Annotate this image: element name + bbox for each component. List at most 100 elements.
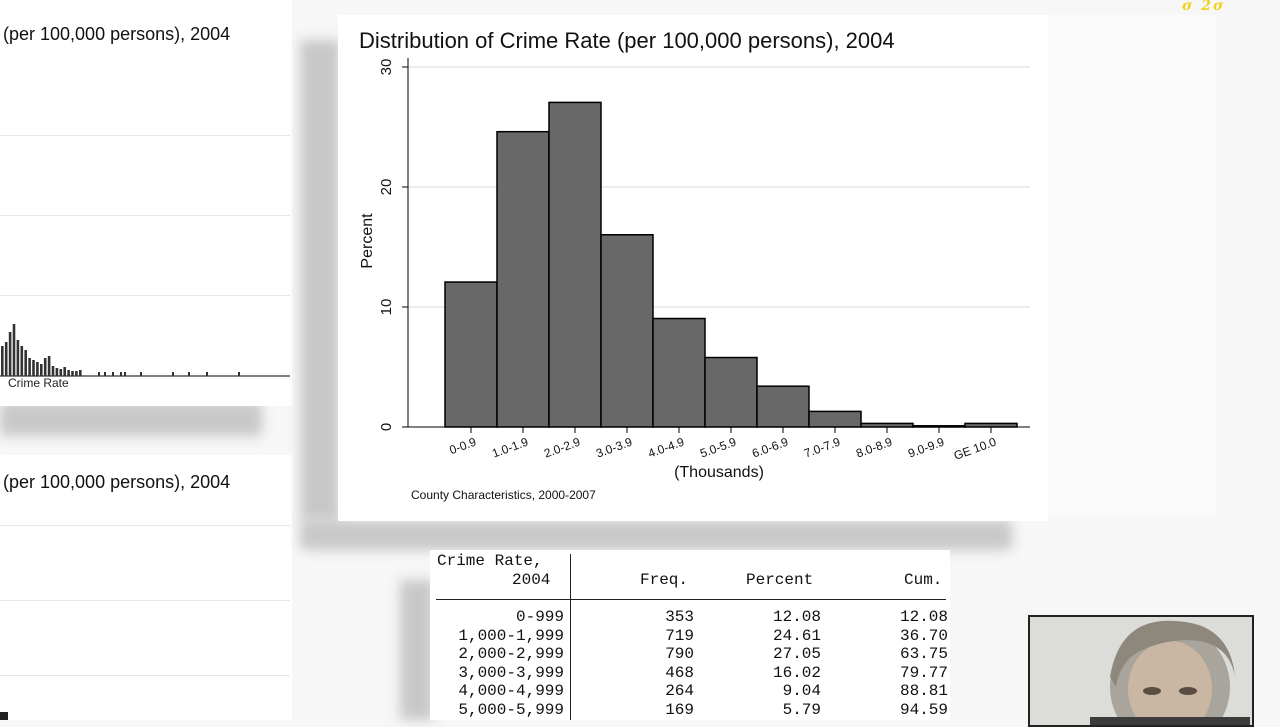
x-tick-label: 1.0-1.9: [490, 435, 530, 461]
table-cell-range: 4,000-4,999: [458, 682, 564, 701]
histogram-bar: [444, 281, 498, 428]
left-bottom-corner-mark: [0, 712, 8, 720]
table-cell-percent: 16.02: [772, 663, 821, 682]
histogram-bar: [756, 385, 810, 428]
table-cell-freq: 790: [665, 645, 694, 664]
table-cell-freq: 719: [665, 626, 694, 645]
mini-histogram-bar: [43, 358, 47, 376]
mini-histogram-bar: [238, 372, 240, 376]
y-tick-label: 30: [378, 59, 395, 76]
table-cell-percent: 12.08: [772, 608, 821, 626]
table-cell-cum: 88.81: [899, 682, 948, 701]
table-row: 0-999 353 12.08 12.08: [430, 608, 950, 627]
table-cell-freq: 264: [665, 682, 694, 701]
chart-note: County Characteristics, 2000-2007: [411, 488, 596, 502]
histogram-bar: [912, 425, 966, 428]
presenter-silhouette: [1030, 617, 1252, 725]
left-top-mini-histogram: [0, 324, 290, 377]
gridline: [0, 135, 290, 136]
x-tick-label: 3.0-3.9: [594, 435, 634, 461]
mini-histogram-bar: [36, 362, 39, 376]
table-cell-percent: 27.05: [772, 645, 821, 664]
table-cell-percent: 24.61: [772, 626, 821, 645]
histogram-bar: [496, 130, 550, 428]
x-tick-label: 7.0-7.9: [802, 435, 842, 461]
left-top-panel-xlabel: Crime Rate: [8, 376, 69, 390]
left-top-panel-title: (per 100,000 persons), 2004: [3, 24, 231, 44]
main-chart-shadow-bottom: [300, 520, 1012, 550]
mini-histogram-bar: [124, 372, 126, 376]
left-bottom-panel: (per 100,000 persons), 2004: [0, 455, 292, 720]
gridline: [0, 525, 290, 526]
x-tick-label: 8.0-8.9: [854, 435, 894, 461]
mini-histogram-bar: [12, 324, 16, 376]
mini-histogram-bar: [47, 356, 51, 376]
table-cell-range: 1,000-1,999: [458, 626, 564, 645]
table-header-label-line1: Crime Rate,: [437, 552, 543, 570]
main-chart-shadow-left: [300, 40, 340, 520]
y-tick-label: 0: [378, 423, 395, 431]
mini-histogram-bar: [104, 372, 106, 376]
table-cell-cum: 94.59: [899, 701, 948, 719]
table-row: 2,000-2,999 790 27.05 63.75: [430, 645, 950, 664]
x-tick-label: 9.0-9.9: [906, 435, 946, 461]
right-background-panel: [1046, 15, 1216, 515]
table-cell-freq: 468: [665, 663, 694, 682]
histogram-bar: [704, 356, 758, 428]
table-header-divider: [436, 599, 946, 600]
mini-histogram-bar: [32, 360, 35, 376]
table-row: 5,000-5,999 169 5.79 94.59: [430, 701, 950, 720]
mini-histogram-bar: [20, 346, 24, 376]
table-row: 1,000-1,999 719 24.61 36.70: [430, 627, 950, 646]
gridline: [0, 295, 290, 296]
mini-histogram-bar: [63, 367, 66, 376]
table-header-freq: Freq.: [640, 571, 689, 589]
mini-histogram-bar: [112, 372, 114, 376]
y-tick-label: 10: [378, 299, 395, 316]
mini-histogram-bar: [79, 370, 82, 376]
table-vertical-divider: [570, 554, 571, 720]
table-header-cum: Cum.: [904, 571, 943, 589]
mini-histogram-bar: [1, 346, 4, 376]
table-cell-cum: 63.75: [899, 645, 948, 664]
presenter-webcam: [1028, 615, 1254, 727]
table-row: 4,000-4,999 264 9.04 88.81: [430, 682, 950, 701]
table-cell-cum: 79.77: [899, 663, 948, 682]
mini-histogram-bar: [8, 332, 12, 376]
table-header-percent: Percent: [746, 571, 814, 589]
frequency-table: Crime Rate, 2004 Freq. Percent Cum. 0-99…: [430, 550, 950, 720]
x-tick-label: GE 10.0: [952, 435, 998, 463]
mini-histogram-bar: [206, 372, 208, 376]
gridline: [0, 600, 290, 601]
table-header-label-line2: 2004: [512, 571, 551, 589]
x-tick-label: 6.0-6.9: [750, 435, 790, 461]
mini-histogram-bar: [188, 372, 190, 376]
table-cell-cum: 36.70: [899, 626, 948, 645]
table-cell-percent: 9.04: [782, 682, 821, 701]
table-cell-range: 2,000-2,999: [458, 645, 564, 664]
mini-histogram-bar: [16, 340, 20, 376]
mini-histogram-bar: [75, 371, 78, 376]
histogram-bar: [808, 410, 862, 428]
left-bottom-panel-title: (per 100,000 persons), 2004: [3, 472, 231, 492]
table-row: 3,000-3,999 468 16.02 79.77: [430, 664, 950, 683]
histogram-bar: [860, 422, 914, 428]
gridline: [0, 215, 290, 216]
left-top-panel: (per 100,000 persons), 2004 Crime Rate: [0, 0, 292, 406]
table-cell-range: 3,000-3,999: [458, 663, 564, 682]
mini-histogram-bar: [28, 358, 31, 376]
table-cell-freq: 353: [665, 608, 694, 626]
x-tick-label: 5.0-5.9: [698, 435, 738, 461]
mini-histogram-bar: [59, 369, 63, 376]
y-tick-label: 20: [378, 179, 395, 196]
y-axis-label: Percent: [359, 213, 376, 269]
mini-histogram-bar: [51, 366, 55, 376]
left-top-panel-shadow: [0, 402, 262, 436]
corner-sigma-symbols: σ 2σ: [1182, 0, 1226, 14]
histogram-bar: [548, 101, 602, 428]
mini-histogram-bar: [140, 372, 142, 376]
histogram-bar: [964, 422, 1018, 428]
x-axis-label: (Thousands): [674, 464, 764, 481]
table-cell-range: 5,000-5,999: [458, 701, 564, 719]
table-cell-cum: 12.08: [899, 608, 948, 626]
